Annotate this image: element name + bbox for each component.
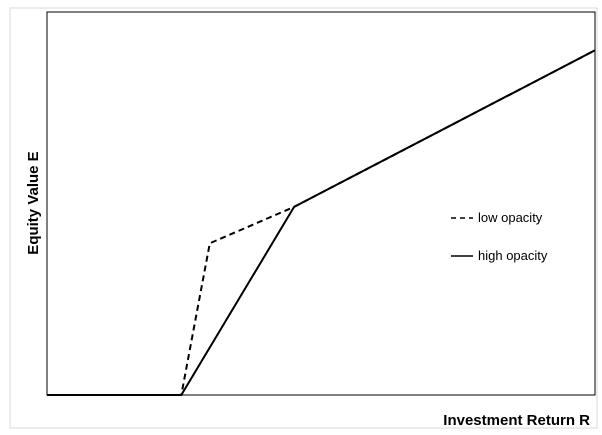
legend-label-high-opacity: high opacity xyxy=(478,248,548,263)
series-line-high-opacity xyxy=(47,49,596,396)
outer-border xyxy=(9,7,598,429)
plot-area-frame xyxy=(46,11,596,396)
y-axis-title: Equity Value E xyxy=(25,151,42,254)
legend-label-low-opacity: low opacity xyxy=(478,210,543,225)
series-layer xyxy=(47,49,596,396)
legend: low opacity high opacity xyxy=(451,210,548,263)
x-axis-title: Investment Return R xyxy=(443,412,590,429)
